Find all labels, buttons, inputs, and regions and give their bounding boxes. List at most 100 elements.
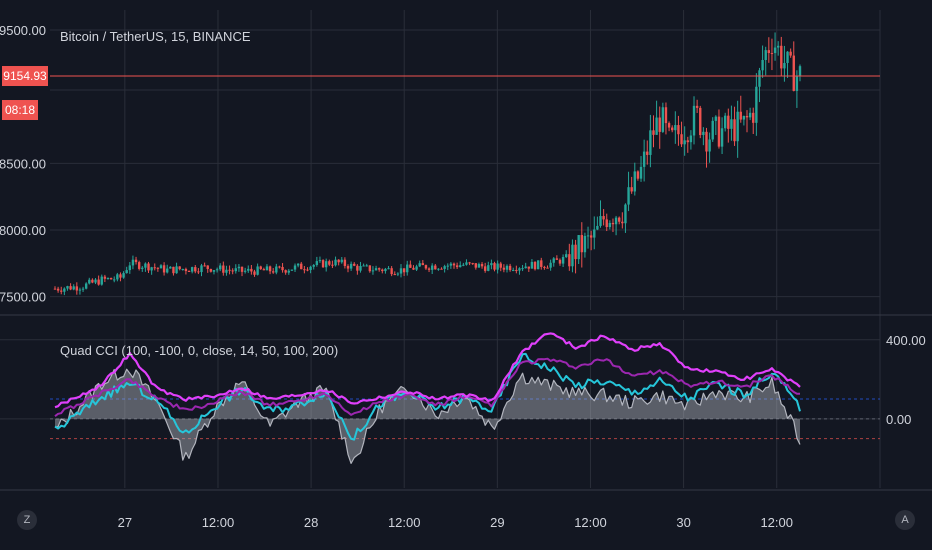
candle-up	[309, 266, 312, 271]
candle-up	[234, 268, 237, 272]
candle-down	[343, 259, 347, 266]
candle-up	[561, 257, 565, 264]
candle-down	[281, 266, 284, 271]
price-y-axis[interactable]: 9500.00 8500.00 8000.00 7500.00	[0, 23, 46, 305]
candle-up	[169, 266, 172, 269]
candle-down	[515, 269, 518, 271]
candle-down	[452, 263, 456, 266]
candle-up	[384, 268, 387, 272]
candle-down	[153, 267, 156, 269]
candle-up	[702, 131, 705, 136]
candle-down	[767, 50, 771, 54]
time-axis[interactable]: 27 12:00 28 12:00 29 12:00 30 12:00	[118, 515, 793, 530]
candle-up	[150, 267, 153, 271]
candle-up	[349, 263, 353, 269]
candle-down	[377, 268, 381, 270]
candle-down	[574, 244, 577, 260]
candle-down	[699, 107, 702, 136]
candle-down	[137, 262, 141, 269]
candle-up	[795, 75, 799, 91]
candle-up	[714, 116, 718, 121]
candle-up	[552, 258, 555, 263]
candle-down	[147, 263, 150, 271]
candle-down	[499, 263, 502, 268]
candle-up	[577, 235, 580, 260]
candle-down	[680, 134, 683, 145]
candle-up	[571, 244, 574, 267]
candle-up	[175, 266, 178, 274]
candle-up	[399, 268, 403, 274]
candle-up	[247, 268, 250, 271]
candle-down	[717, 116, 721, 147]
candle-up	[465, 262, 468, 265]
candle-up	[720, 128, 724, 147]
x-tick-label: 29	[490, 515, 504, 530]
candle-up	[462, 264, 465, 266]
candle-up	[293, 265, 297, 270]
candle-down	[483, 266, 487, 271]
candle-down	[156, 267, 160, 269]
scale-button-right[interactable]: A	[895, 510, 915, 530]
candle-up	[730, 119, 733, 129]
candle-up	[290, 269, 294, 271]
candle-down	[69, 286, 72, 290]
scale-button-left[interactable]: Z	[17, 510, 37, 530]
candle-up	[761, 59, 764, 71]
price-pane[interactable]: 9500.00 8500.00 8000.00 7500.00 Bitcoin / T…	[0, 10, 881, 488]
candle-down	[300, 263, 303, 270]
candle-up	[708, 139, 711, 152]
candle-down	[162, 265, 166, 273]
candle-up	[324, 261, 328, 268]
candle-up	[633, 171, 636, 192]
candle-down	[209, 268, 213, 272]
candle-down	[353, 263, 356, 266]
candle-up	[674, 125, 677, 131]
candle-down	[250, 268, 253, 272]
candle-up	[530, 261, 534, 269]
candle-down	[337, 259, 340, 263]
indicator-pane[interactable]: 400.00 0.00 Quad CCI (100, -100, 0, close…	[0, 320, 926, 488]
candle-down	[53, 288, 57, 290]
candle-up	[711, 120, 714, 140]
candle-down	[178, 266, 181, 270]
candle-down	[533, 261, 537, 270]
indicator-y-axis[interactable]: 400.00 0.00	[886, 333, 926, 427]
x-tick-label: 12:00	[760, 515, 793, 530]
candle-up	[459, 265, 462, 268]
candle-down	[468, 262, 471, 264]
candle-up	[683, 140, 686, 145]
candle-down	[253, 271, 256, 275]
indicator-y-tick-label: 0.00	[886, 412, 911, 427]
candle-down	[658, 117, 661, 132]
candle-down	[493, 263, 496, 270]
candle-down	[455, 265, 459, 268]
candle-up	[748, 112, 752, 118]
candle-up	[159, 265, 163, 269]
x-tick-label: 27	[118, 515, 132, 530]
candle-down	[134, 259, 138, 263]
candle-down	[427, 268, 431, 270]
candle-up	[627, 187, 630, 205]
indicator-y-tick-label: 400.00	[886, 333, 926, 348]
candle-down	[677, 125, 680, 135]
candle-down	[646, 151, 649, 155]
cci-14-area	[55, 369, 800, 464]
candle-up	[586, 235, 590, 237]
candle-down	[752, 112, 755, 123]
candle-up	[536, 260, 540, 270]
candle-up	[122, 273, 125, 278]
x-tick-label: 30	[676, 515, 690, 530]
candle-up	[624, 204, 627, 224]
candle-down	[346, 265, 350, 269]
candle-up	[406, 264, 409, 273]
candle-down	[508, 265, 512, 271]
candle-up	[166, 268, 169, 273]
candle-down	[780, 45, 783, 69]
candle-down	[733, 119, 736, 142]
candle-up	[256, 266, 259, 275]
candle-up	[655, 117, 658, 135]
candle-down	[611, 222, 615, 225]
candle-up	[365, 265, 368, 267]
candle-down	[580, 235, 583, 253]
candle-up	[312, 265, 315, 267]
